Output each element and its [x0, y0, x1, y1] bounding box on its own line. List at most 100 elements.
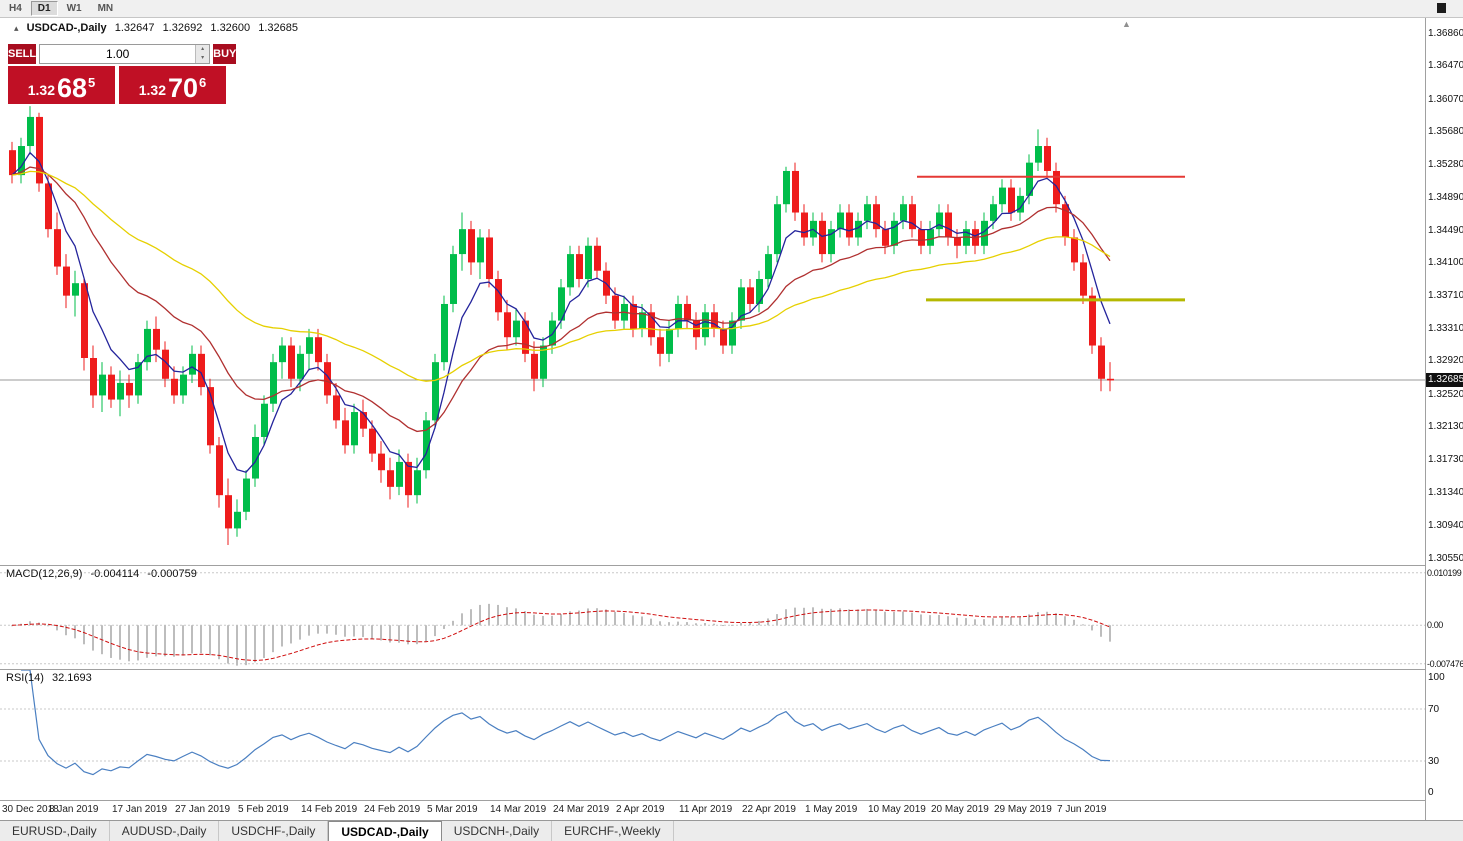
date-label: 24 Mar 2019: [553, 804, 610, 815]
bid-price-box[interactable]: 1.32 68 5: [8, 66, 115, 104]
date-label: 27 Jan 2019: [175, 804, 231, 815]
volume-field: ▴ ▾: [39, 44, 211, 64]
rsi-canvas[interactable]: [0, 670, 1425, 800]
macd-canvas[interactable]: [0, 566, 1425, 669]
price-scale-label: 1.35680: [1428, 126, 1463, 138]
tab-usdcad-daily[interactable]: USDCAD-,Daily: [328, 821, 442, 841]
tab-usdchf-daily[interactable]: USDCHF-,Daily: [219, 821, 329, 841]
date-label: 10 May 2019: [868, 804, 926, 815]
date-label: 8 Jan 2019: [49, 804, 99, 815]
ohlc-low: 1.32600: [210, 22, 251, 34]
price-scale-label: 1.36860: [1428, 27, 1463, 39]
toolbar-grip-icon[interactable]: [1437, 3, 1446, 13]
main-chart-canvas[interactable]: [0, 18, 1425, 565]
macd-scale-label: -0.0074760: [1427, 658, 1463, 669]
symbol-label: USDCAD-,Daily: [26, 22, 107, 34]
one-click-trading-panel: SELL ▴ ▾ BUY 1.32 68 5 1.32 70 6: [8, 44, 237, 104]
panel-separator[interactable]: [0, 669, 1463, 670]
tab-usdcnh-daily[interactable]: USDCNH-,Daily: [442, 821, 553, 841]
macd-main-value: -0.004114: [90, 568, 140, 580]
price-scale-label: 1.34490: [1428, 224, 1463, 236]
price-scale-label: 1.34100: [1428, 257, 1463, 269]
macd-signal-line: [11, 609, 1111, 662]
date-label: 29 May 2019: [994, 804, 1052, 815]
buy-button[interactable]: BUY: [213, 44, 237, 64]
timeframe-button-mn[interactable]: MN: [97, 3, 114, 14]
price-scale-label: 1.32130: [1428, 421, 1463, 433]
ohlc-high: 1.32692: [162, 22, 203, 34]
date-label: 22 Apr 2019: [742, 804, 796, 815]
chart-shift-marker-icon[interactable]: ▲: [1122, 19, 1131, 29]
rsi-scale-label: 0: [1428, 787, 1434, 798]
tab-audusd-daily[interactable]: AUDUSD-,Daily: [110, 821, 220, 841]
price-scale-label: 1.31730: [1428, 454, 1463, 466]
time-axis[interactable]: 30 Dec 2018 8 Jan 2019 17 Jan 2019 27 Jan 2…: [0, 801, 1425, 820]
bid-pips: 68: [56, 73, 88, 103]
chart-tab-bar: EURUSD-,Daily AUDUSD-,Daily USDCHF-,Daily U…: [0, 820, 1463, 841]
price-scale-label: 1.30940: [1428, 520, 1463, 532]
one-click-toggle-icon[interactable]: ▴: [14, 23, 19, 33]
tab-eurchf-weekly[interactable]: EURCHF-,Weekly: [552, 821, 674, 841]
date-label: 2 Apr 2019: [616, 804, 665, 815]
macd-label: MACD(12,26,9) -0.004114 -0.000759: [6, 568, 202, 580]
price-scale-label: 1.35280: [1428, 159, 1463, 171]
macd-name: MACD(12,26,9): [6, 568, 83, 580]
volume-up-button[interactable]: ▴: [196, 45, 210, 54]
price-scale[interactable]: 1.32685 1.36860 1.36470 1.36070 1.35680 1.35…: [1426, 18, 1463, 820]
current-price-badge: 1.32685: [1426, 373, 1463, 388]
rsi-scale-label: 70: [1428, 704, 1440, 715]
date-label: 1 May 2019: [805, 804, 858, 815]
panel-separator[interactable]: [0, 565, 1463, 566]
date-label: 24 Feb 2019: [364, 804, 421, 815]
volume-down-button[interactable]: ▾: [196, 54, 210, 63]
price-scale-label: 1.36470: [1428, 60, 1463, 72]
candles-group: [9, 106, 1114, 546]
ohlc-close: 1.32685: [258, 22, 298, 34]
date-label: 14 Feb 2019: [301, 804, 358, 815]
rsi-name: RSI(14): [6, 672, 44, 684]
timeframe-toolbar: H4 D1 W1 MN: [0, 0, 1463, 18]
rsi-scale-label: 30: [1428, 756, 1440, 767]
timeframe-button-w1[interactable]: W1: [66, 3, 82, 14]
rsi-line: [21, 670, 1111, 776]
ohlc-open: 1.32647: [114, 22, 155, 34]
date-label: 5 Mar 2019: [427, 804, 478, 815]
chart-title: ▴ USDCAD-,Daily 1.32647 1.32692 1.32600 …: [14, 22, 303, 34]
price-scale-label: 1.32520: [1428, 388, 1463, 400]
date-label: 5 Feb 2019: [238, 804, 289, 815]
fast-ma-line: [11, 151, 1111, 473]
date-label: 30 Dec 2018: [2, 804, 59, 815]
date-label: 7 Jun 2019: [1057, 804, 1107, 815]
rsi-scale-label: 100: [1428, 672, 1445, 683]
price-scale-label: 1.30550: [1428, 552, 1463, 564]
medium-ma-line: [11, 166, 1111, 433]
macd-scale-label: 0.00: [1427, 620, 1443, 631]
bid-prefix: 1.32: [27, 82, 55, 98]
macd-scale-label: 0.010199: [1427, 567, 1462, 578]
tab-eurusd-daily[interactable]: EURUSD-,Daily: [0, 821, 110, 841]
macd-signal-value: -0.000759: [147, 568, 197, 580]
ask-price-box[interactable]: 1.32 70 6: [119, 66, 226, 104]
date-label: 11 Apr 2019: [679, 804, 733, 815]
ask-pips: 70: [167, 73, 199, 103]
bid-point: 5: [88, 75, 96, 90]
slow-ma-line: [11, 170, 1111, 382]
volume-spinner: ▴ ▾: [195, 45, 210, 63]
timeframe-buttons: H4 D1 W1 MN: [0, 1, 120, 16]
rsi-label: RSI(14) 32.1693: [6, 672, 97, 684]
date-label: 20 May 2019: [931, 804, 989, 815]
sell-button[interactable]: SELL: [8, 44, 37, 64]
rsi-value: 32.1693: [51, 672, 92, 684]
price-scale-label: 1.31340: [1428, 486, 1463, 498]
ask-point: 6: [199, 75, 207, 90]
price-scale-label: 1.33310: [1428, 323, 1463, 335]
timeframe-button-h4[interactable]: H4: [9, 3, 22, 14]
price-scale-label: 1.32920: [1428, 355, 1463, 367]
timeframe-button-d1[interactable]: D1: [30, 1, 58, 16]
ask-prefix: 1.32: [138, 82, 166, 98]
scale-separator: [1425, 18, 1426, 820]
date-label: 17 Jan 2019: [112, 804, 168, 815]
date-label: 14 Mar 2019: [490, 804, 547, 815]
volume-input[interactable]: [40, 45, 196, 63]
